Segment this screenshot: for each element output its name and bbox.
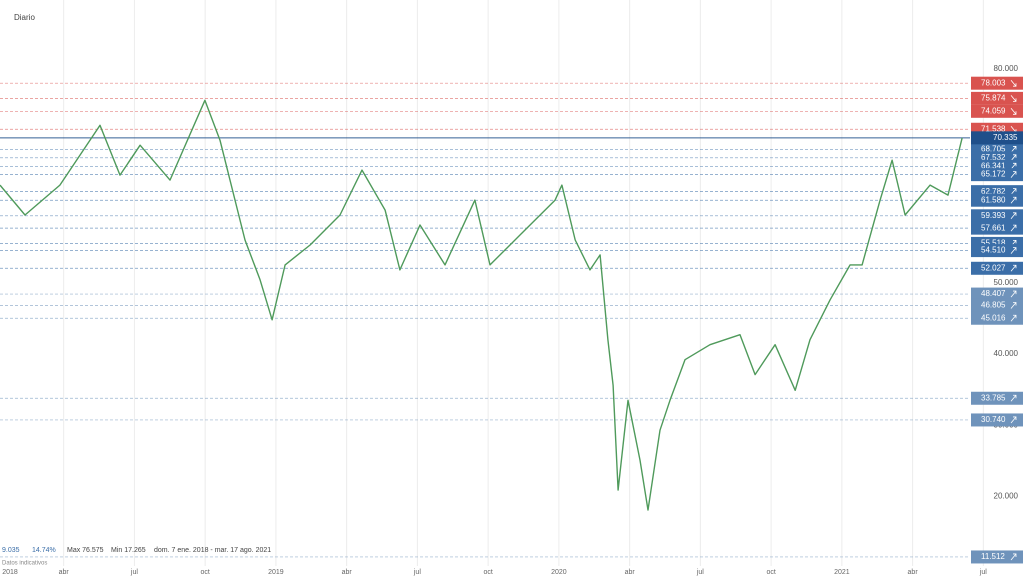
level-label: 55.518 (981, 239, 1006, 248)
level-label: 66.341 (981, 161, 1006, 170)
level-arrow (1010, 553, 1017, 561)
note: Datos indicativos (2, 561, 47, 567)
x-tick-label: jul (130, 569, 138, 576)
level-arrow (1010, 196, 1017, 204)
level-box (971, 413, 1023, 427)
level-arrow (1010, 314, 1017, 322)
level-box (971, 261, 1023, 275)
level-arrow (1010, 108, 1017, 115)
level-box (971, 311, 1023, 325)
stat-min: Min 17.265 (111, 547, 146, 554)
level-box (971, 287, 1023, 301)
x-tick-label: abr (908, 569, 919, 576)
level-arrow (1010, 264, 1017, 272)
level-box (971, 104, 1023, 118)
level-label: 74.059 (981, 106, 1006, 115)
level-arrow (1010, 171, 1017, 178)
x-tick-label: jul (413, 569, 421, 576)
level-box (971, 550, 1023, 564)
x-tick-label: oct (200, 569, 209, 576)
level-label: 62.782 (981, 187, 1006, 196)
level-label: 61.580 (981, 195, 1006, 204)
level-box (971, 298, 1023, 312)
x-tick-label: jul (696, 569, 704, 576)
x-tick-label: 2020 (551, 569, 567, 576)
level-arrow (1010, 247, 1017, 254)
level-box (971, 193, 1023, 207)
x-tick-label: 2021 (834, 569, 850, 576)
level-arrow (1010, 188, 1017, 195)
stat-max: Max 76.575 (67, 547, 104, 554)
level-box (971, 76, 1023, 90)
x-tick-label: 2018 (2, 569, 18, 576)
x-tick-label: abr (342, 569, 353, 576)
level-label: 52.027 (981, 263, 1006, 272)
level-arrow (1010, 394, 1017, 402)
level-label: 67.532 (981, 153, 1006, 162)
level-label: 59.393 (981, 211, 1006, 220)
level-label: 11.512 (981, 552, 1005, 561)
level-arrow (1010, 302, 1017, 309)
level-arrow (1010, 416, 1017, 424)
level-box (971, 209, 1023, 223)
x-tick-label: oct (483, 569, 492, 576)
level-box (971, 221, 1023, 235)
level-label: 45.016 (981, 313, 1006, 322)
stat-change: 9.035 (2, 547, 20, 554)
level-label: 68.705 (981, 145, 1006, 154)
level-label: 71.538 (981, 124, 1006, 133)
level-box (971, 131, 1023, 145)
level-label: 75.874 (981, 93, 1006, 102)
level-arrow (1010, 95, 1017, 102)
level-label: 30.740 (981, 415, 1006, 424)
level-label: 46.805 (981, 301, 1006, 310)
price-line (0, 99, 963, 511)
x-tick-label: jul (979, 569, 987, 576)
x-tick-label: oct (766, 569, 775, 576)
level-box (971, 168, 1023, 182)
stat-range: dom. 7 ene. 2018 - mar. 17 ago. 2021 (154, 547, 271, 554)
y-tick-label: 40.000 (994, 349, 1019, 358)
level-label: 65.172 (981, 170, 1006, 179)
x-tick-label: 2019 (268, 569, 284, 576)
level-label: 54.510 (981, 246, 1006, 255)
level-box (971, 91, 1023, 105)
x-tick-label: abr (625, 569, 636, 576)
level-arrow (1010, 224, 1017, 232)
level-box (971, 244, 1023, 258)
level-arrow (1010, 79, 1017, 87)
level-label: 48.407 (981, 289, 1006, 298)
level-box (971, 391, 1023, 405)
x-tick-label: abr (59, 569, 70, 576)
level-label: 33.785 (981, 393, 1006, 402)
level-label: 57.661 (981, 223, 1006, 232)
overlay: 2018 abr jul oct 2019 abr jul oct 2020 abr jul oct 2… (0, 64, 1023, 576)
y-tick-label: 50.000 (994, 278, 1019, 287)
level-label: 70.335 (993, 133, 1018, 142)
chart-title: Diario (14, 13, 35, 22)
level-arrow (1010, 290, 1017, 298)
stat-change-pct: 14.74% (32, 547, 56, 554)
level-arrow (1010, 212, 1017, 220)
y-tick-label: 80.000 (994, 64, 1019, 73)
level-label: 78.003 (981, 78, 1006, 87)
y-tick-label: 20.000 (994, 492, 1019, 501)
